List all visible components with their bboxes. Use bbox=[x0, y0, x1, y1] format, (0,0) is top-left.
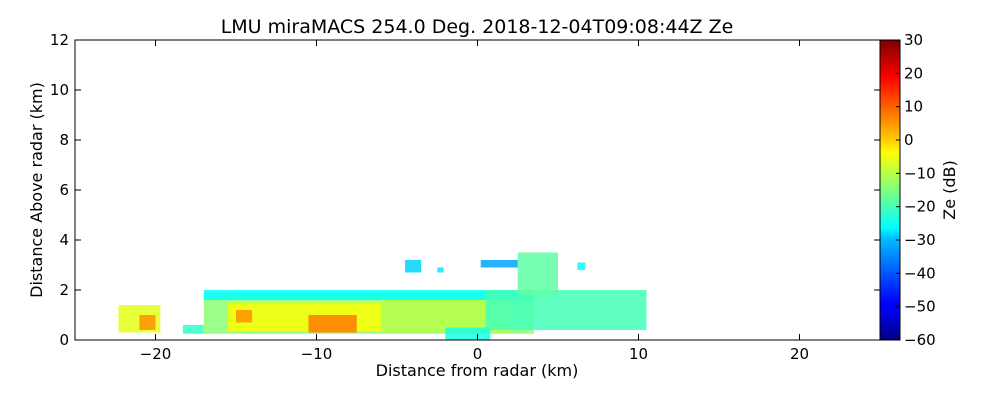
colorbar-label: Ze (dB) bbox=[940, 160, 959, 220]
y-tick-label: 0 bbox=[59, 331, 69, 349]
echo-region-15 bbox=[577, 262, 586, 270]
echo-region-6 bbox=[236, 310, 253, 323]
colorbar bbox=[879, 39, 901, 341]
echo-region-10 bbox=[485, 290, 647, 330]
colorbar-ticks: 30 20 10 0 −10 −20 −30 −40 −50 −60 bbox=[896, 31, 936, 349]
y-axis: 0 2 4 6 8 10 12 bbox=[50, 31, 880, 349]
y-tick-label: 8 bbox=[59, 131, 69, 149]
echo-region-11 bbox=[517, 252, 558, 295]
colorbar-tick-label: −10 bbox=[904, 164, 936, 182]
echo-region-14 bbox=[437, 267, 444, 273]
colorbar-tick-label: −60 bbox=[904, 331, 936, 349]
echo-region-8 bbox=[445, 327, 491, 340]
x-tick-label: 0 bbox=[473, 345, 483, 363]
x-axis-label: Distance from radar (km) bbox=[376, 361, 579, 380]
y-tick-label: 4 bbox=[59, 231, 69, 249]
x-tick-label: 20 bbox=[790, 345, 809, 363]
echo-region-9 bbox=[203, 290, 534, 300]
echo-region-2 bbox=[182, 325, 204, 334]
y-tick-label: 6 bbox=[59, 181, 69, 199]
chart-title: LMU miraMACS 254.0 Deg. 2018-12-04T09:08… bbox=[221, 16, 734, 38]
echo-region-13 bbox=[405, 260, 422, 273]
x-axis: −20 −10 0 10 20 bbox=[140, 40, 809, 363]
y-tick-label: 2 bbox=[59, 281, 69, 299]
x-tick-label: −10 bbox=[301, 345, 333, 363]
echo-region-5 bbox=[308, 315, 357, 333]
x-tick-label: −20 bbox=[140, 345, 172, 363]
x-tick-label: 10 bbox=[629, 345, 648, 363]
y-tick-label: 10 bbox=[50, 81, 69, 99]
colorbar-tick-label: 30 bbox=[904, 31, 923, 49]
y-axis-label: Distance Above radar (km) bbox=[27, 82, 46, 298]
colorbar-tick-label: 10 bbox=[904, 98, 923, 116]
colorbar-tick-label: 20 bbox=[904, 64, 923, 82]
plot-area bbox=[118, 252, 647, 340]
colorbar-tick-label: −30 bbox=[904, 231, 936, 249]
colorbar-tick-label: 0 bbox=[904, 131, 914, 149]
echo-region-1 bbox=[139, 315, 156, 330]
colorbar-tick-label: −50 bbox=[904, 298, 936, 316]
y-tick-label: 12 bbox=[50, 31, 69, 49]
echo-region-12 bbox=[480, 260, 518, 268]
colorbar-tick-label: −20 bbox=[904, 198, 936, 216]
colorbar-tick-label: −40 bbox=[904, 264, 936, 282]
